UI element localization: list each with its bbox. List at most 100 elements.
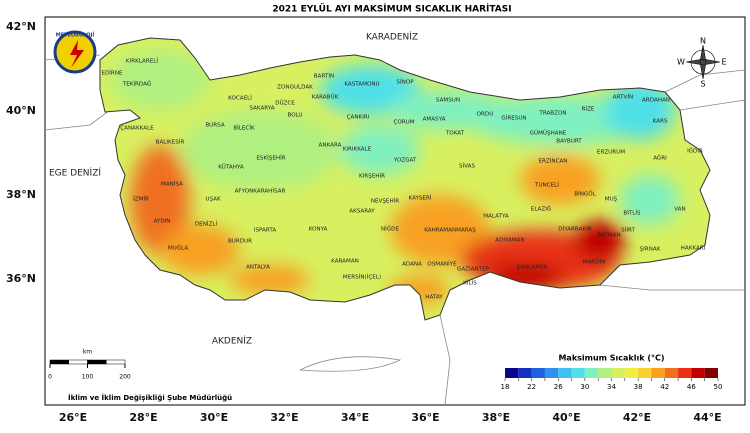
province-label: GAZİANTEP: [457, 266, 490, 273]
province-label: ESKİŞEHİR: [256, 155, 285, 162]
province-label: AKSARAY: [349, 209, 375, 215]
lon-label: 32°E: [270, 411, 298, 424]
province-label: BİNGÖL: [574, 191, 596, 198]
province-label: KÜTAHYA: [218, 164, 244, 171]
province-label: BURSA: [205, 123, 224, 129]
province-label: İZMİR: [133, 196, 149, 203]
province-label: NEVŞEHİR: [371, 198, 399, 205]
province-label: ÇANKIRI: [347, 115, 370, 121]
province-label: TEKİRDAĞ: [122, 81, 151, 88]
legend-tick-label: 50: [714, 383, 723, 391]
province-label: ISPARTA: [254, 228, 277, 234]
legend-cell: [571, 368, 585, 378]
province-label: SAKARYA: [249, 106, 274, 112]
footer: İklim ve İklim Değişikliği Şube Müdürlüğ…: [68, 393, 232, 402]
legend-title: Maksimum Sıcaklık (°C): [558, 354, 664, 363]
province-label: BİTLİS: [623, 210, 641, 217]
sea-label: AKDENİZ: [212, 336, 252, 347]
province-label: TUNCELİ: [534, 182, 559, 189]
lon-label: 34°E: [341, 411, 369, 424]
lat-label: 40°N: [6, 104, 36, 117]
province-label: EDİRNE: [101, 70, 123, 77]
scale-tick-label: 100: [82, 374, 94, 381]
scale-tick-label: 200: [119, 374, 131, 381]
province-label: RİZE: [582, 106, 595, 113]
province-label: ZONGULDAK: [277, 85, 313, 91]
logo: METEOROLOJİ: [53, 30, 97, 74]
province-label: BALIKESİR: [156, 139, 185, 146]
compass: [685, 44, 721, 80]
province-label: ŞANLIURFA: [517, 265, 548, 271]
province-label: GİRESUN: [501, 115, 526, 122]
province-label: BAYBURT: [556, 139, 582, 145]
lon-label: 44°E: [693, 411, 721, 424]
province-label: ELAZIĞ: [531, 206, 551, 213]
legend-cell: [624, 368, 639, 378]
province-label: BİLECİK: [233, 125, 255, 132]
province-label: MUĞLA: [168, 245, 189, 252]
province-label: BATMAN: [597, 233, 620, 239]
lat-label: 38°N: [6, 188, 36, 201]
province-label: KIRŞEHİR: [359, 173, 385, 180]
province-label: KİLİS: [463, 280, 477, 287]
logo-text: METEOROLOJİ: [56, 32, 95, 39]
legend-cell: [598, 368, 612, 378]
province-label: MERSİN(İÇEL): [343, 274, 381, 281]
compass-e: E: [721, 58, 726, 67]
province-label: AYDIN: [154, 219, 171, 225]
province-label: MARDİN: [583, 259, 606, 266]
legend-tick-label: 30: [580, 383, 589, 391]
legend-cell: [518, 368, 532, 378]
province-label: KASTAMONU: [344, 82, 379, 88]
province-label: GÜMÜŞHANE: [530, 130, 567, 137]
province-label: KARS: [653, 119, 668, 125]
province-label: KARAMAN: [331, 259, 359, 265]
province-label: DENİZLİ: [195, 221, 218, 228]
legend-cell: [691, 368, 705, 378]
province-label: SİİRT: [621, 227, 635, 234]
legend-tick-label: 46: [687, 383, 696, 391]
province-label: BOLU: [287, 113, 302, 119]
province-label: ERZURUM: [597, 150, 625, 156]
province-label: OSMANİYE: [427, 261, 457, 268]
province-label: KARABÜK: [312, 94, 339, 101]
lat-label: 42°N: [6, 20, 36, 33]
province-label: ÇORUM: [393, 120, 414, 126]
province-label: KAYSERİ: [409, 195, 432, 202]
lat-label: 36°N: [6, 272, 36, 285]
legend-tick-label: 34: [607, 383, 616, 391]
province-label: ADANA: [402, 262, 422, 268]
province-label: AMASYA: [423, 117, 446, 123]
map-title: 2021 EYLÜL AYI MAKSİMUM SICAKLIK HARİTAS…: [272, 4, 511, 15]
legend-cell: [678, 368, 692, 378]
legend-cell: [558, 368, 572, 378]
province-label: DÜZCE: [275, 100, 295, 107]
legend-tick-label: 38: [634, 383, 643, 391]
lon-label: 38°E: [482, 411, 510, 424]
province-label: UŞAK: [205, 197, 221, 203]
province-label: ŞIRNAK: [640, 247, 661, 253]
province-label: ANKARA: [319, 143, 342, 149]
compass-w: W: [677, 58, 685, 67]
sea-label: KARADENİZ: [366, 32, 418, 43]
lon-label: 28°E: [129, 411, 157, 424]
province-label: AĞRI: [653, 155, 667, 162]
province-label: ADIYAMAN: [495, 238, 524, 244]
legend-cell: [704, 368, 718, 378]
province-label: SAMSUN: [436, 98, 460, 104]
lon-label: 36°E: [411, 411, 439, 424]
province-label: MANİSA: [161, 181, 183, 188]
province-label: KOCAELİ: [228, 95, 252, 102]
scale-segment: [106, 359, 126, 365]
lon-label: 40°E: [552, 411, 580, 424]
scale-segment: [68, 359, 88, 365]
lon-label: 26°E: [59, 411, 87, 424]
legend-cell: [544, 368, 559, 378]
legend-cell: [611, 368, 625, 378]
province-label: TOKAT: [445, 131, 465, 137]
province-label: KIRKLARELİ: [126, 58, 158, 65]
province-label: MALATYA: [483, 214, 509, 220]
legend-tick-label: 18: [501, 383, 510, 391]
province-label: ERZİNCAN: [538, 158, 567, 165]
